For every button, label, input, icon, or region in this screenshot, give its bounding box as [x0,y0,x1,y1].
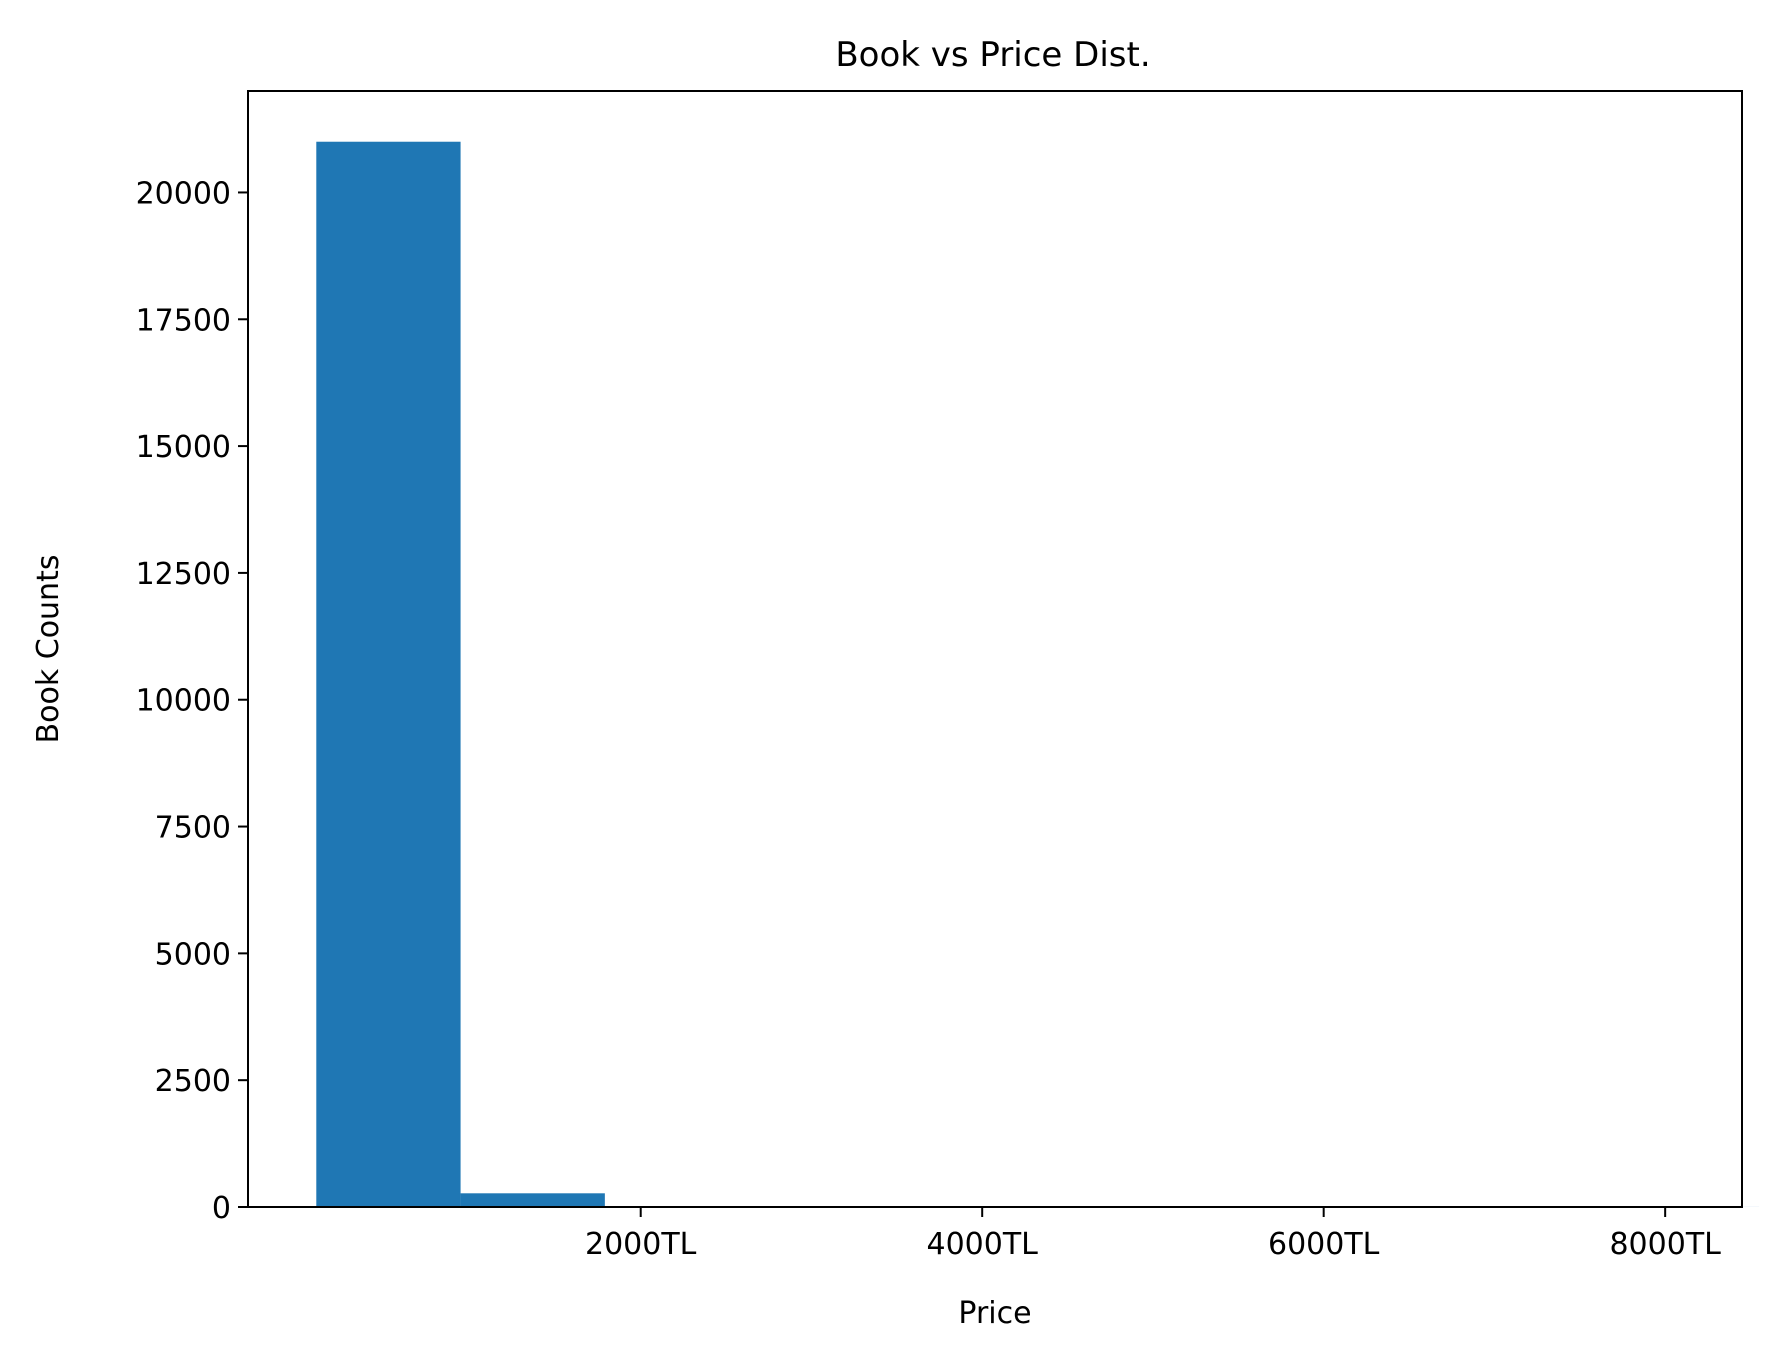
x-tick-label: 8000TL [1609,1227,1721,1262]
x-axis-ticks: 2000TL 4000TL 6000TL 8000TL [585,1207,1721,1262]
y-tick-label: 7500 [155,811,231,846]
y-tick-label: 20000 [136,176,231,211]
y-tick-label: 15000 [136,430,231,465]
y-tick-label: 0 [212,1191,231,1226]
x-tick-label: 6000TL [1268,1227,1380,1262]
y-tick-label: 10000 [136,684,231,719]
histogram-bar-2 [460,1193,605,1207]
plot-frame [247,90,1743,1208]
chart-title: Book vs Price Dist. [835,35,1150,75]
y-tick-label: 5000 [155,937,231,972]
y-tick-label: 2500 [155,1064,231,1099]
histogram-bar-1 [316,141,461,1207]
y-tick-label: 17500 [136,303,231,338]
y-axis-ticks: 0 2500 5000 7500 10000 12500 15000 17500 20000 [136,176,248,1226]
x-tick-label: 4000TL [926,1227,1038,1262]
x-tick-label: 2000TL [585,1227,697,1262]
bars-group [316,141,1760,1207]
y-tick-label: 12500 [136,557,231,592]
x-axis-label: Price [958,1296,1031,1331]
y-axis-label: Book Counts [31,555,66,744]
